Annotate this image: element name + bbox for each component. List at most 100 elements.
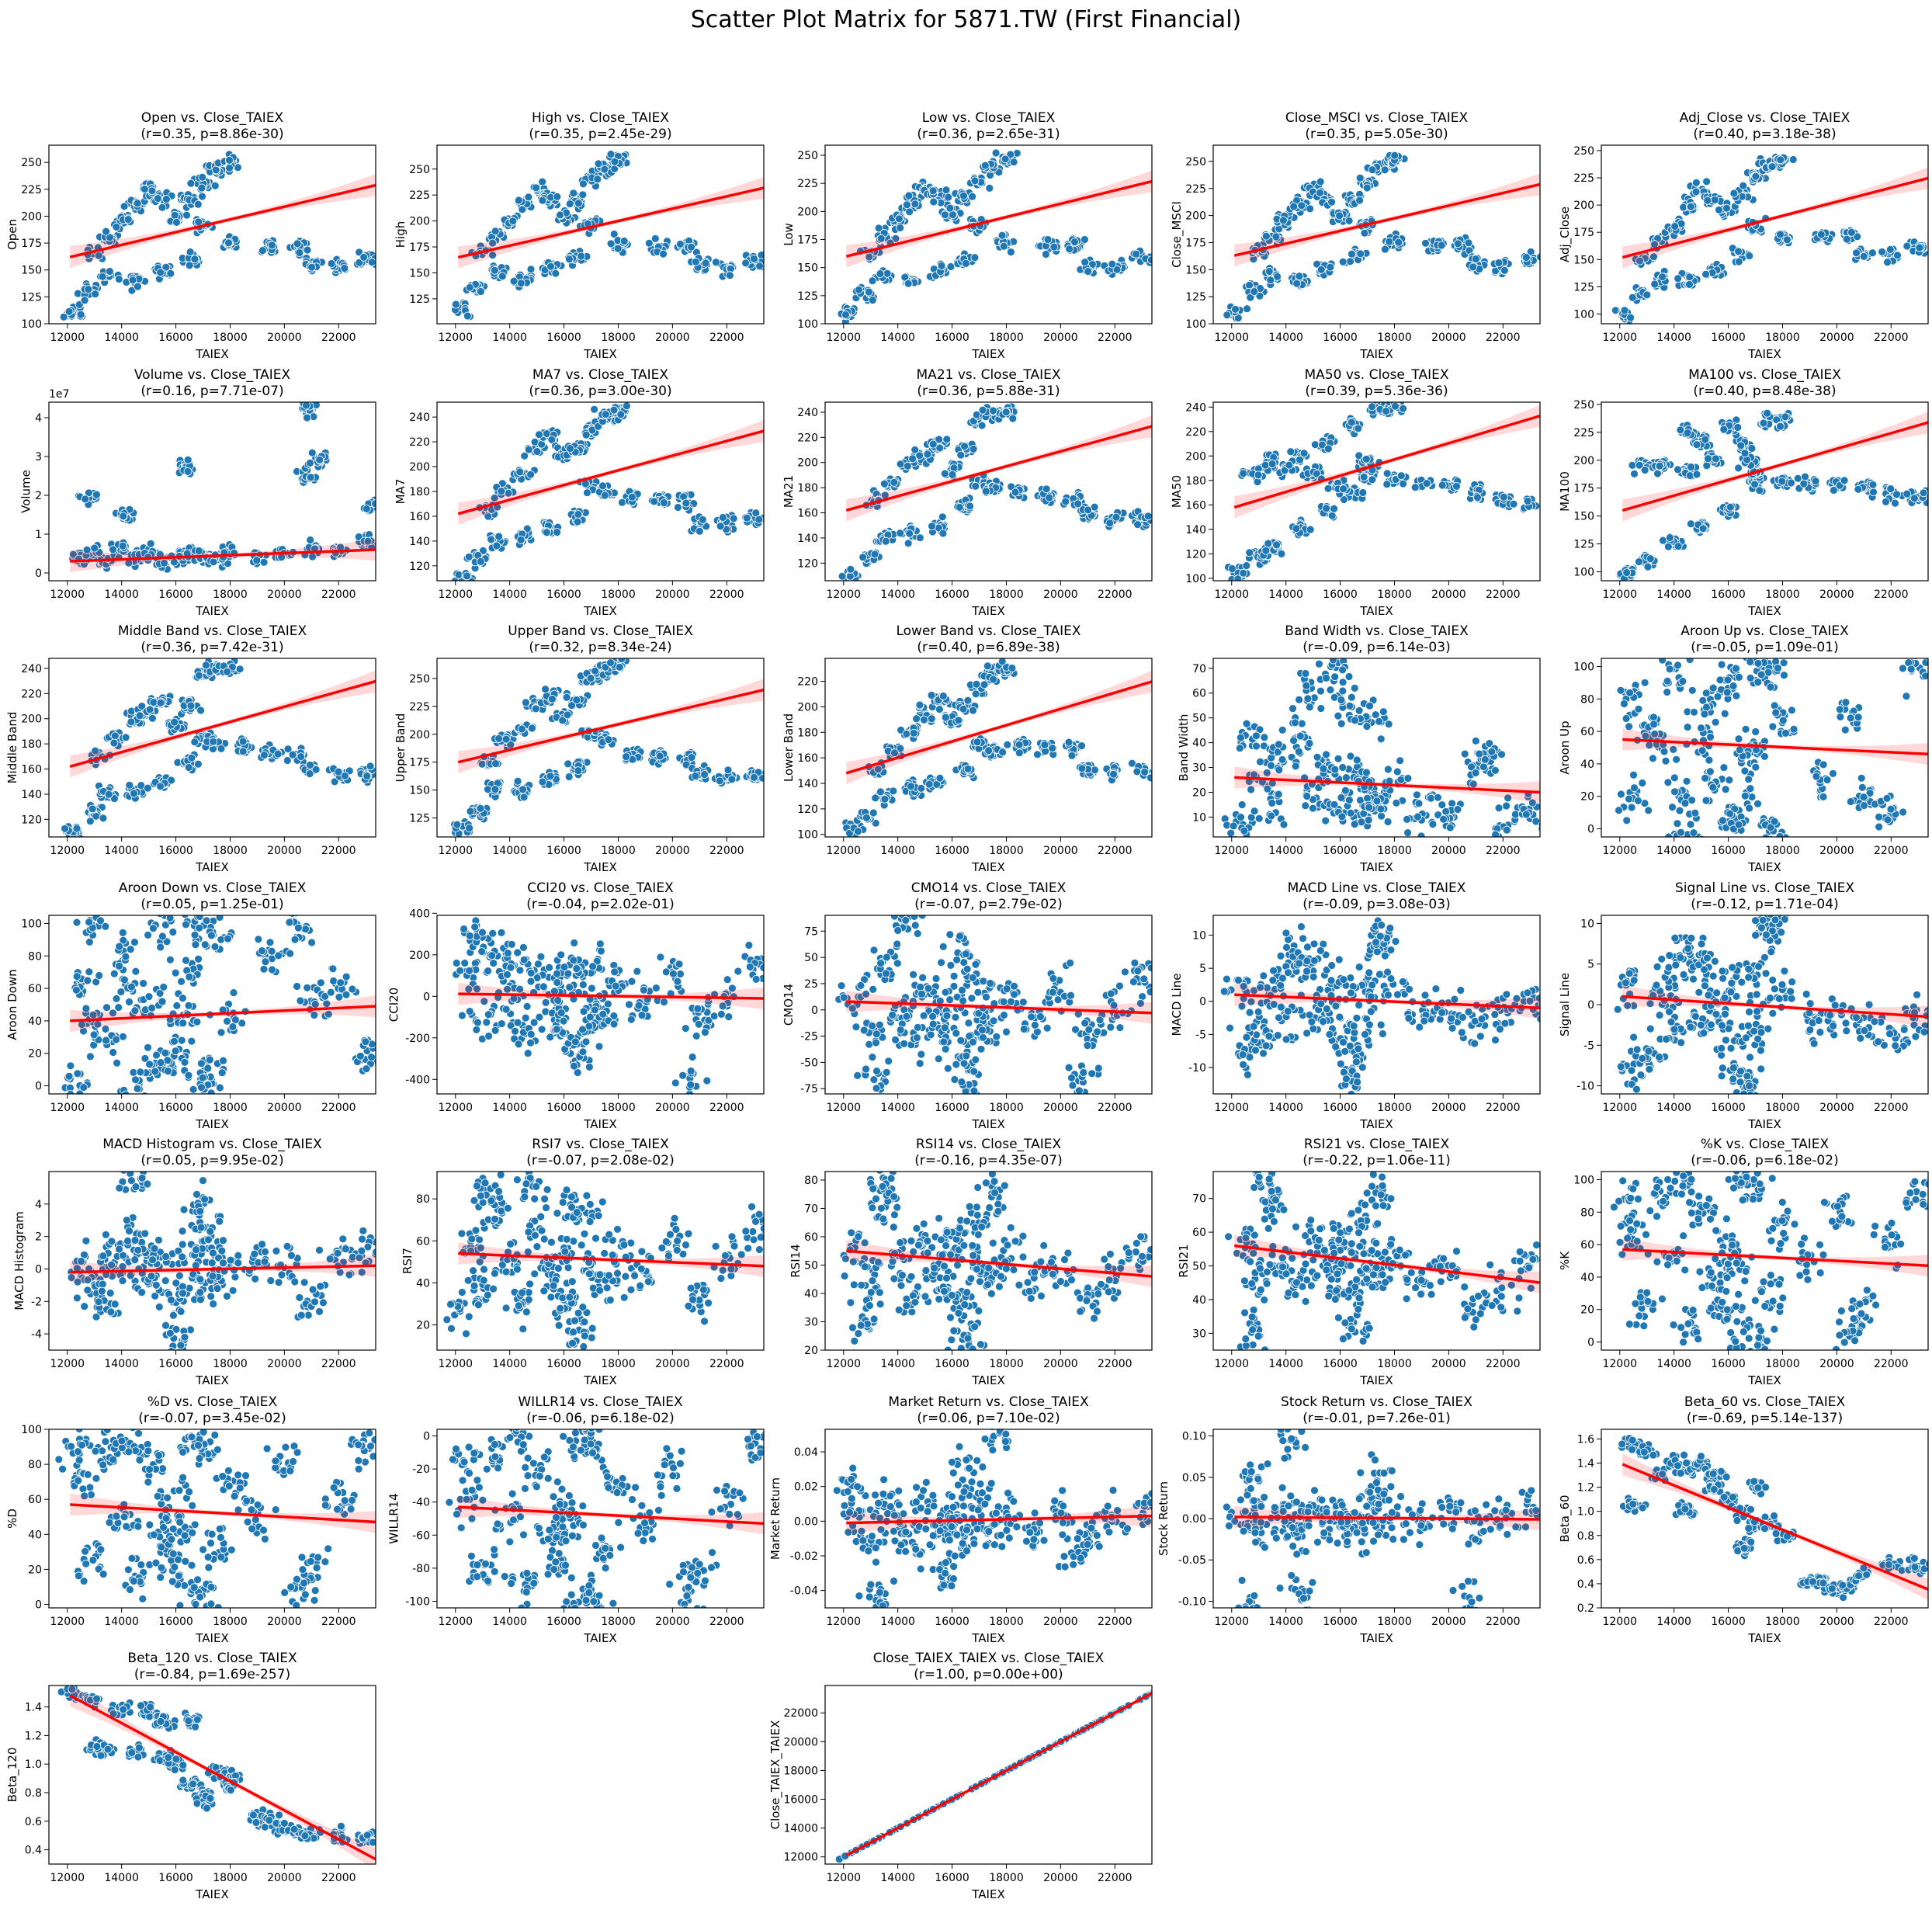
subplot-title: MA50 vs. Close_TAIEX: [1305, 367, 1449, 383]
data-point: [890, 478, 899, 487]
data-point: [1722, 203, 1731, 213]
data-point: [156, 268, 165, 277]
data-point: [895, 214, 904, 224]
data-point: [915, 533, 924, 543]
data-point: [1676, 425, 1685, 435]
data-point: [380, 500, 387, 508]
subplot-title: Open vs. Close_TAIEX: [141, 110, 284, 126]
y-tick-label: 100: [797, 318, 818, 331]
subplot-stats: (r=0.36, p=3.00e-30): [529, 384, 671, 399]
data-point: [81, 495, 90, 504]
data-point: [102, 227, 111, 236]
data-point: [915, 451, 924, 460]
data-point: [516, 535, 525, 544]
data-point: [1852, 248, 1861, 258]
data-point: [729, 514, 738, 523]
x-tick-label: 18000: [1377, 332, 1412, 344]
data-point: [1382, 480, 1392, 489]
data-point: [1084, 505, 1093, 515]
subplot-title: MA21 vs. Close_TAIEX: [917, 367, 1061, 383]
regression-line: [457, 429, 764, 516]
data-point: [1658, 273, 1667, 282]
data-point: [1653, 469, 1662, 478]
data-point: [880, 479, 889, 488]
data-point: [574, 199, 583, 208]
subplot-stats: (r=0.39, p=5.36e-36): [1305, 384, 1448, 399]
y-tick-label: 150: [1573, 511, 1594, 523]
data-point: [156, 698, 165, 707]
y-tick-label: 2: [35, 490, 42, 502]
data-point: [140, 185, 149, 194]
data-point: [223, 667, 232, 676]
data-point: [1323, 484, 1333, 493]
x-tick-label: 22000: [1098, 332, 1132, 344]
data-point: [1674, 542, 1683, 550]
data-point: [1868, 481, 1878, 489]
data-point: [999, 241, 1008, 251]
data-point: [1878, 247, 1887, 256]
y-tick-label: 175: [1185, 237, 1206, 249]
data-point: [1674, 465, 1682, 474]
data-point: [929, 197, 938, 207]
data-point: [526, 470, 535, 479]
plot-area: [450, 402, 764, 581]
y-tick-label: 250: [1185, 156, 1206, 168]
data-point: [978, 405, 987, 415]
data-point: [1736, 441, 1746, 450]
x-tick-label: 18000: [989, 588, 1024, 601]
data-point: [193, 200, 203, 209]
plot-area: [61, 658, 376, 837]
data-point: [1715, 205, 1723, 214]
x-tick-label: 12000: [1214, 332, 1249, 344]
data-point: [970, 176, 980, 186]
data-point: [198, 172, 207, 182]
data-point: [1776, 422, 1785, 431]
regression-line: [457, 186, 764, 259]
subplot-title: MA7 vs. Close_TAIEX: [532, 367, 669, 383]
subplot-stats: (r=0.36, p=2.65e-31): [917, 127, 1060, 142]
data-point: [153, 194, 162, 203]
y-tick-label: 150: [409, 267, 430, 279]
data-point: [1751, 172, 1760, 181]
data-point: [594, 159, 603, 168]
plot-area: [838, 402, 1152, 581]
plot-area: [837, 148, 1152, 324]
data-point: [948, 470, 957, 479]
data-point: [1726, 502, 1735, 512]
data-point: [938, 529, 948, 538]
data-point: [166, 269, 175, 278]
data-point: [1776, 155, 1785, 165]
x-tick-label: 18000: [1765, 588, 1800, 601]
data-point: [609, 230, 619, 238]
data-point: [114, 275, 123, 283]
data-point: [487, 535, 495, 544]
data-point: [1292, 524, 1301, 533]
data-point: [170, 210, 179, 220]
data-point: [1734, 247, 1743, 256]
data-point: [966, 502, 974, 511]
data-point: [295, 248, 304, 257]
y-tick-label: 250: [1573, 145, 1594, 158]
subplot-stats: (r=0.35, p=2.45e-29): [529, 127, 671, 142]
y-tick-label: 150: [1573, 254, 1594, 266]
data-point: [855, 285, 863, 294]
data-point: [1316, 265, 1326, 274]
data-point: [1084, 267, 1093, 276]
data-point: [750, 254, 758, 263]
y-axis-label: Close_MSCI: [1170, 201, 1185, 268]
subplot-stats: (r=0.16, p=7.71e-07): [140, 384, 283, 399]
data-point: [1776, 230, 1785, 239]
data-point: [896, 460, 905, 469]
data-point: [1437, 241, 1446, 250]
data-point: [1685, 273, 1694, 282]
y-tick-label: 240: [1185, 401, 1206, 414]
data-point: [553, 528, 561, 536]
y-tick-label: 180: [409, 486, 430, 498]
data-point: [1228, 564, 1237, 573]
data-point: [94, 251, 103, 260]
data-point: [1295, 272, 1304, 281]
data-point: [1143, 512, 1152, 521]
y-axis-label: Volume: [19, 470, 33, 513]
data-point: [526, 265, 536, 274]
data-point: [1670, 222, 1680, 231]
